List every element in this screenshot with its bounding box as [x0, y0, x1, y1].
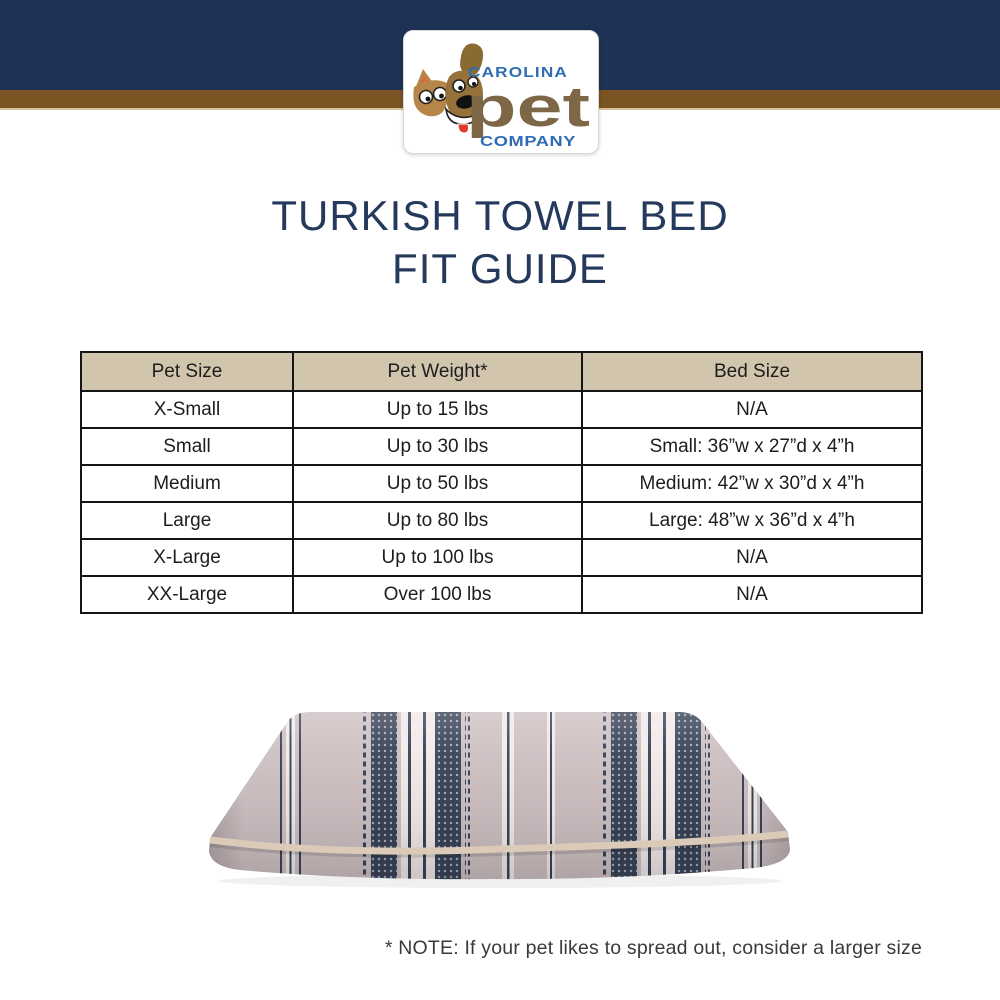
column-header-bed-size: Bed Size	[581, 351, 923, 392]
brand-word-carolina: CAROLINA	[468, 64, 568, 81]
brand-logo-card: CAROLINA pet COMPANY	[403, 30, 599, 154]
table-cell: X-Small	[80, 390, 294, 429]
fit-guide-table: Pet Size Pet Weight* Bed Size X-Small Up…	[80, 351, 923, 614]
table-row: X-Large Up to 100 lbs N/A	[80, 538, 923, 577]
table-cell: N/A	[581, 390, 923, 429]
column-header-pet-weight: Pet Weight*	[292, 351, 583, 392]
brand-word-company: COMPANY	[480, 133, 576, 150]
table-header-row: Pet Size Pet Weight* Bed Size	[80, 351, 923, 392]
table-cell: Large	[80, 501, 294, 540]
table-row: X-Small Up to 15 lbs N/A	[80, 390, 923, 429]
table-cell: Small: 36”w x 27”d x 4”h	[581, 427, 923, 466]
footnote: * NOTE: If your pet likes to spread out,…	[384, 937, 922, 959]
table-row: Medium Up to 50 lbs Medium: 42”w x 30”d …	[80, 464, 923, 503]
bed-body	[209, 712, 790, 880]
table-cell: N/A	[581, 538, 923, 577]
table-cell: Up to 30 lbs	[292, 427, 583, 466]
table-cell: Medium: 42”w x 30”d x 4”h	[581, 464, 923, 503]
product-image-bed	[202, 688, 798, 892]
table-cell: XX-Large	[80, 575, 294, 614]
table-cell: Up to 15 lbs	[292, 390, 583, 429]
bed-ground-shadow	[218, 874, 782, 888]
table-cell: Medium	[80, 464, 294, 503]
table-cell: X-Large	[80, 538, 294, 577]
page-title-line1: TURKISH TOWEL BED	[271, 192, 729, 239]
table-row: Large Up to 80 lbs Large: 48”w x 36”d x …	[80, 501, 923, 540]
brand-word-pet: pet	[466, 75, 590, 139]
column-header-pet-size: Pet Size	[80, 351, 294, 392]
dog-cat-icon	[413, 43, 484, 134]
table-row: XX-Large Over 100 lbs N/A	[80, 575, 923, 614]
table-cell: Large: 48”w x 36”d x 4”h	[581, 501, 923, 540]
bed-illustration	[209, 712, 790, 888]
table-row: Small Up to 30 lbs Small: 36”w x 27”d x …	[80, 427, 923, 466]
page-title-line2: FIT GUIDE	[392, 245, 608, 292]
page-title: TURKISH TOWEL BED FIT GUIDE	[0, 189, 1000, 295]
table-cell: Up to 80 lbs	[292, 501, 583, 540]
bed-piping-shadow	[209, 836, 790, 858]
table-cell: Up to 50 lbs	[292, 464, 583, 503]
bed-piping	[209, 829, 790, 855]
table-cell: N/A	[581, 575, 923, 614]
brand-logo: CAROLINA pet COMPANY	[413, 43, 590, 150]
table-cell: Up to 100 lbs	[292, 538, 583, 577]
table-cell: Small	[80, 427, 294, 466]
table-cell: Over 100 lbs	[292, 575, 583, 614]
